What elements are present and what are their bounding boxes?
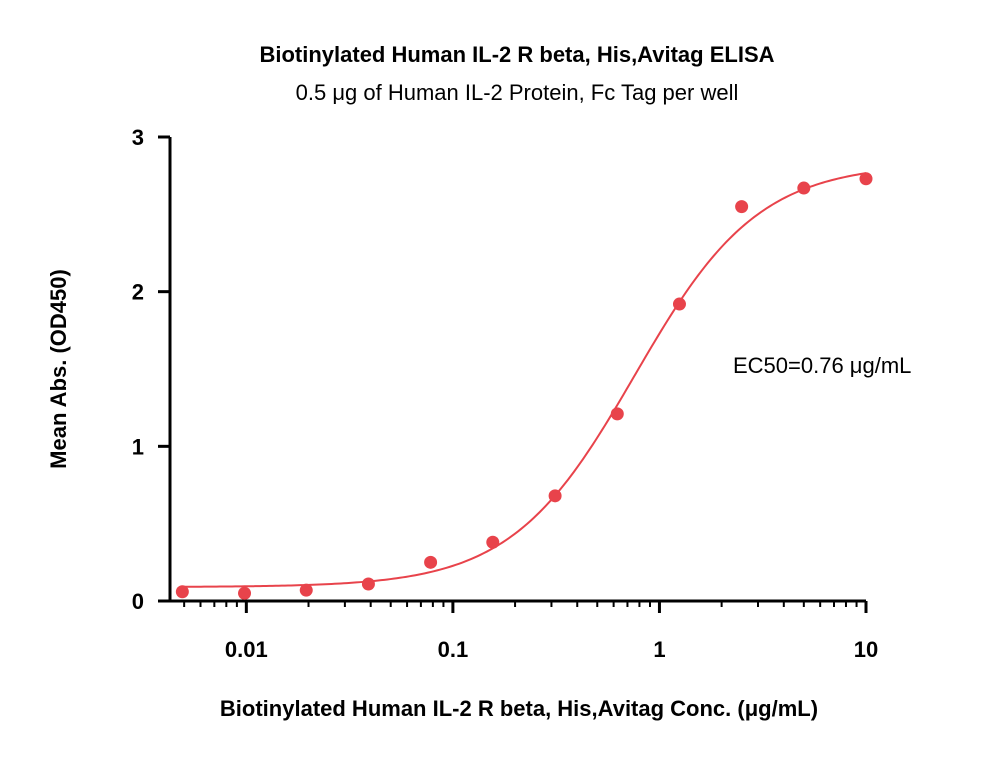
data-point bbox=[486, 535, 500, 549]
data-point bbox=[797, 181, 811, 195]
data-point bbox=[548, 489, 562, 503]
x-tick-label: 0.01 bbox=[225, 637, 268, 662]
plot-area: 0 1 2 3 0.01 0.1 1 10 bbox=[132, 125, 878, 662]
x-tick-label: 0.1 bbox=[438, 637, 469, 662]
data-points bbox=[175, 172, 873, 600]
chart-subtitle: 0.5 μg of Human IL-2 Protein, Fc Tag per… bbox=[296, 80, 739, 105]
x-tick-label: 1 bbox=[653, 637, 665, 662]
data-point bbox=[424, 555, 438, 569]
y-tick-label: 2 bbox=[132, 280, 144, 305]
chart-title: Biotinylated Human IL-2 R beta, His,Avit… bbox=[259, 42, 774, 67]
x-tick-label: 10 bbox=[854, 637, 878, 662]
data-point bbox=[610, 407, 624, 421]
y-tick-label: 1 bbox=[132, 434, 144, 459]
y-tick-label: 3 bbox=[132, 125, 144, 150]
x-axis-ticks: 0.01 0.1 1 10 bbox=[183, 601, 878, 662]
data-point bbox=[299, 583, 313, 597]
data-point bbox=[238, 586, 252, 600]
data-point bbox=[361, 577, 375, 591]
fit-curve-layer bbox=[182, 172, 867, 588]
y-tick-label: 0 bbox=[132, 589, 144, 614]
data-point bbox=[672, 297, 686, 311]
y-axis-ticks: 0 1 2 3 bbox=[132, 125, 170, 614]
ec50-annotation: EC50=0.76 μg/mL bbox=[733, 353, 911, 378]
data-point bbox=[859, 172, 873, 186]
y-axis-label: Mean Abs. (OD450) bbox=[46, 269, 71, 469]
data-point bbox=[175, 585, 189, 599]
data-point bbox=[735, 200, 749, 214]
fit-curve bbox=[182, 172, 867, 588]
x-axis-label: Biotinylated Human IL-2 R beta, His,Avit… bbox=[220, 696, 818, 721]
